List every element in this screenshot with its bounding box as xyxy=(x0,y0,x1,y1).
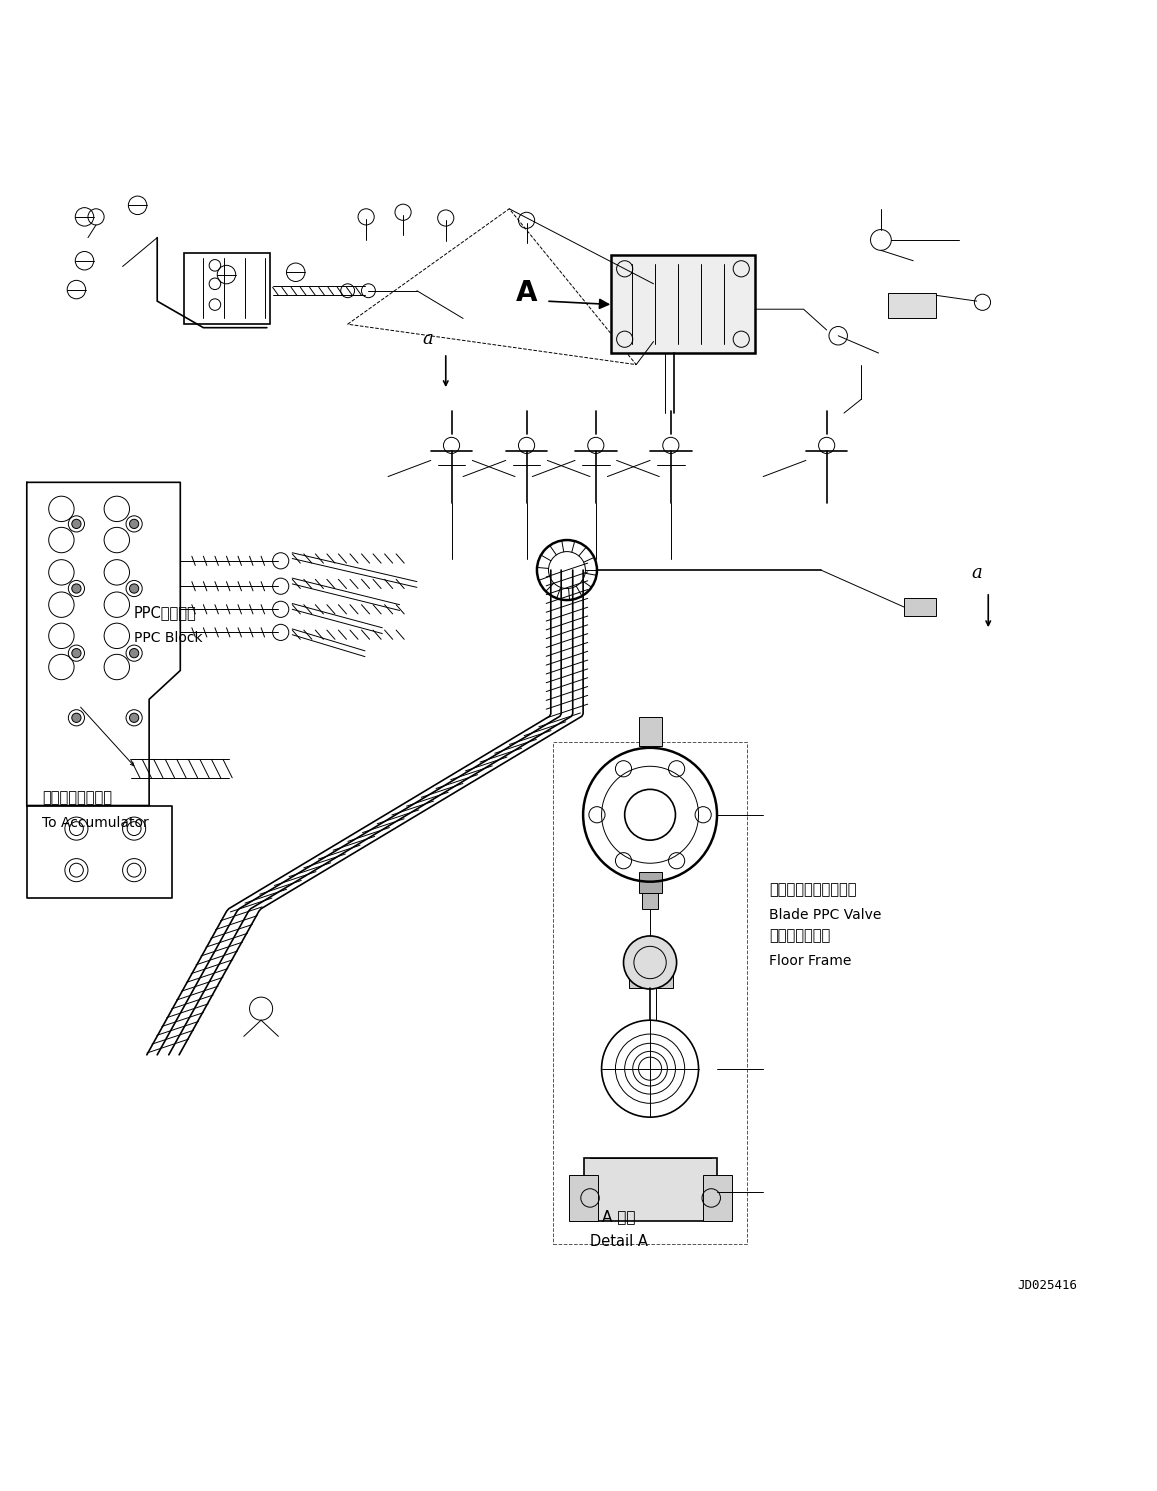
Text: a: a xyxy=(971,564,981,581)
Text: PPCブロック: PPCブロック xyxy=(134,605,197,620)
Text: JD025416: JD025416 xyxy=(1017,1279,1077,1293)
Circle shape xyxy=(130,649,139,658)
Bar xyxy=(629,968,673,989)
Bar xyxy=(887,294,936,319)
Bar xyxy=(703,1175,732,1221)
Bar xyxy=(184,252,271,324)
Bar xyxy=(553,743,747,1243)
Text: PPC Block: PPC Block xyxy=(134,631,202,646)
Bar xyxy=(569,1175,598,1221)
Circle shape xyxy=(72,649,81,658)
Text: A 詳細: A 詳細 xyxy=(602,1209,635,1224)
Text: ブレードＰＰＣバルブ: ブレードＰＰＣバルブ xyxy=(769,883,856,898)
Bar xyxy=(642,893,658,910)
Text: A: A xyxy=(516,279,537,307)
Circle shape xyxy=(72,584,81,593)
Text: Detail A: Detail A xyxy=(590,1235,648,1249)
Bar xyxy=(639,717,662,746)
Circle shape xyxy=(130,519,139,528)
Text: アキュムレータへ: アキュムレータへ xyxy=(42,790,112,805)
Text: To Accumulator: To Accumulator xyxy=(42,816,148,830)
Text: Floor Frame: Floor Frame xyxy=(769,954,852,968)
Bar xyxy=(904,598,936,616)
Circle shape xyxy=(72,713,81,723)
Circle shape xyxy=(130,713,139,723)
Bar xyxy=(584,1157,717,1221)
Bar xyxy=(639,872,662,893)
Circle shape xyxy=(624,936,677,989)
Text: a: a xyxy=(422,330,434,347)
Text: フロアフレーム: フロアフレーム xyxy=(769,929,831,944)
Circle shape xyxy=(130,584,139,593)
Bar xyxy=(611,255,756,353)
Circle shape xyxy=(72,519,81,528)
Text: Blade PPC Valve: Blade PPC Valve xyxy=(769,908,882,921)
